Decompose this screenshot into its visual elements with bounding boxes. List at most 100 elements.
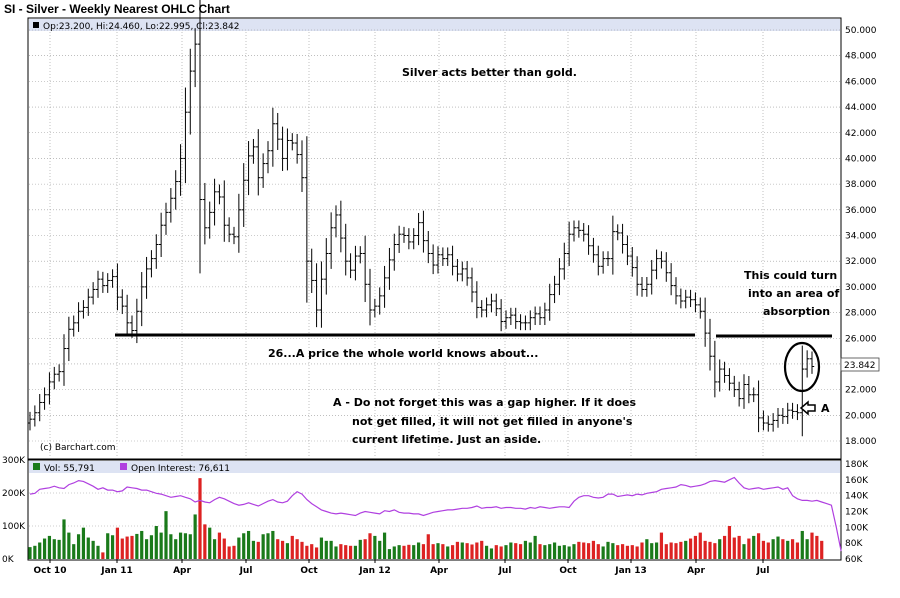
ohlc-bars: [27, 0, 815, 437]
volume-bar: [484, 545, 489, 559]
ohlc-bar: [513, 307, 518, 329]
ohlc-bar: [770, 413, 776, 432]
ohlc-bar: [508, 307, 514, 326]
ohlc-bar: [314, 263, 319, 328]
volume-bar: [786, 540, 790, 559]
volume-bar: [625, 545, 630, 559]
ohlc-bar: [809, 351, 815, 374]
volume-bar: [125, 536, 129, 559]
ohlc-bar: [615, 224, 620, 241]
volume-bar: [776, 536, 780, 559]
volume-bar: [727, 526, 732, 559]
volume-bar: [499, 546, 503, 559]
price-tick-label: 20.000: [845, 411, 877, 421]
ohlc-bar: [688, 289, 693, 308]
ohlc-bar: [566, 221, 572, 267]
volume-bar: [669, 542, 673, 559]
price-tick-label: 32.000: [845, 257, 877, 267]
volume-legend-swatch: [33, 463, 40, 470]
ohlc-bar: [158, 212, 164, 258]
volume-bar: [679, 541, 683, 559]
volume-bar: [33, 545, 37, 559]
x-tick-label: Jul: [756, 566, 770, 576]
volume-bar: [708, 541, 712, 559]
x-tick-label: Oct 10: [34, 566, 67, 576]
volume-bar: [217, 532, 222, 559]
ohlc-bar: [581, 223, 586, 242]
volume-bar: [42, 538, 47, 559]
ohlc-bar: [246, 141, 251, 196]
oi-legend: Open Interest: 76,611: [131, 464, 230, 474]
ohlc-bar: [52, 366, 57, 390]
volume-bar: [188, 534, 192, 559]
volume-bar: [135, 533, 139, 559]
ohlc-bar: [183, 87, 188, 184]
x-tick-label: Jan 13: [614, 566, 647, 576]
volume-bar: [548, 544, 552, 559]
volume-bar: [504, 545, 508, 559]
annotation-right-2: into an area of: [748, 287, 839, 300]
annotation-a-2: not get filled, it will not get filled i…: [352, 415, 633, 428]
ohlc-bar: [702, 297, 708, 347]
volume-bar: [650, 543, 654, 559]
price-tick-label: 50.000: [845, 26, 877, 36]
price-y-axis: 18.00020.00022.00024.00026.00028.00030.0…: [845, 26, 877, 447]
volume-bar: [766, 542, 770, 559]
volume-bar: [144, 539, 149, 559]
volume-bars: [28, 478, 824, 559]
ohlc-bar: [144, 256, 149, 299]
volume-bar: [528, 542, 532, 559]
ohlc-bar: [547, 283, 552, 321]
volume-bar: [747, 538, 751, 559]
ohlc-bar: [304, 136, 310, 303]
ohlc-bar: [265, 141, 271, 174]
volume-bar: [329, 540, 333, 559]
last-price-label: 23.842: [844, 361, 876, 371]
ohlc-bar: [406, 228, 412, 250]
volume-bar: [664, 544, 668, 559]
ohlc-bar: [95, 270, 101, 298]
price-tick-label: 22.000: [845, 386, 877, 396]
volume-bar: [96, 545, 100, 559]
volume-bar: [533, 535, 537, 559]
ohlc-bar: [178, 144, 183, 196]
annotation-a-3: current lifetime. Just an aside.: [352, 433, 541, 446]
price-tick-label: 38.000: [845, 180, 877, 190]
volume-bar: [382, 532, 387, 559]
volume-bar: [645, 539, 649, 559]
volume-bar: [266, 533, 270, 559]
volume-bar: [256, 541, 260, 559]
volume-bar: [756, 533, 761, 559]
volume-bar: [310, 544, 314, 559]
ohlc-bar: [440, 247, 446, 266]
ohlc-bar: [275, 112, 280, 150]
annotation-top: Silver acts better than gold.: [402, 66, 577, 79]
ohlc-bar: [596, 245, 601, 276]
ohlc-bar: [445, 247, 450, 266]
ohlc-bar: [717, 359, 722, 392]
ohlc-bar: [552, 275, 557, 304]
ohlc-bar: [333, 205, 339, 238]
ohlc-bar: [217, 184, 222, 205]
ohlc-legend: Op:23.200, Hi:24.460, Lo:22.995, Cl:23.8…: [43, 22, 239, 32]
ohlc-bar: [751, 387, 756, 403]
ohlc-bar: [600, 251, 606, 274]
volume-bar: [800, 530, 804, 559]
volume-bar: [76, 534, 81, 559]
volume-bar: [781, 539, 785, 559]
volume-bar: [693, 535, 698, 559]
ohlc-bar: [241, 163, 246, 227]
volume-bar: [106, 533, 110, 559]
ohlc-bar: [416, 213, 421, 246]
volume-bar: [397, 545, 401, 559]
x-tick-label: Jul: [498, 566, 512, 576]
volume-bar: [455, 541, 460, 559]
volume-tick-label: 300K: [2, 456, 26, 466]
ohlc-bar: [222, 180, 227, 242]
ohlc-bar: [163, 202, 169, 235]
volume-bar: [140, 530, 144, 559]
ohlc-bar: [362, 235, 368, 303]
volume-bar: [611, 543, 615, 559]
ohlc-bar: [338, 200, 344, 253]
volume-bar: [450, 545, 455, 559]
